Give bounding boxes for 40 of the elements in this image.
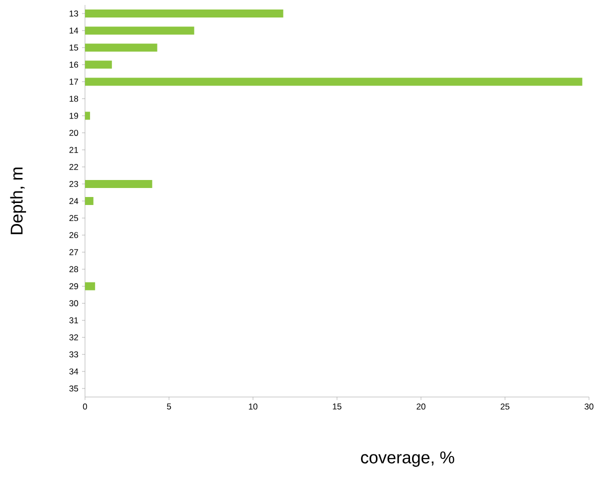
y-tick-label: 35 [69, 385, 78, 392]
y-tick-label: 14 [70, 28, 78, 34]
y-tick-label: 34 [69, 368, 78, 374]
y-tick-label: 22 [69, 164, 78, 170]
y-tick-label: 23 [69, 180, 78, 187]
bar [85, 10, 284, 18]
y-tick-label: 21 [69, 146, 78, 153]
y-tick-label: 28 [69, 266, 78, 272]
y-tick-label: 16 [70, 62, 78, 68]
y-tick-label: 19 [70, 112, 78, 119]
y-tick-label: 17 [70, 78, 78, 85]
y-tick-label: 32 [69, 334, 78, 340]
x-tick-label: 25 [500, 404, 510, 410]
bar [85, 282, 96, 290]
x-axis-title: coverage, % [361, 452, 454, 467]
y-tick-label: 20 [69, 130, 78, 136]
x-tick-label: 30 [584, 404, 594, 410]
y-tick-label: 31 [69, 317, 78, 324]
bar [85, 197, 94, 206]
y-axis-title: Depth, m [10, 168, 26, 234]
y-tick-label: 33 [69, 351, 78, 358]
x-tick-label: 0 [82, 404, 88, 410]
y-tick-label: 15 [70, 44, 78, 51]
x-tick-label: 20 [416, 404, 426, 410]
bar [85, 44, 158, 52]
x-tick-label: 15 [332, 404, 342, 410]
y-tick-label: 13 [70, 10, 78, 17]
bar [85, 78, 582, 86]
y-tick-label: 27 [69, 249, 78, 256]
y-tick-label: 26 [69, 232, 78, 238]
y-tick-label: 30 [69, 300, 78, 306]
y-tick-label: 24 [69, 198, 78, 204]
bar [85, 180, 152, 188]
y-tick-label: 29 [69, 283, 78, 290]
x-tick-label: 5 [166, 404, 172, 410]
x-tick-label: 10 [248, 404, 258, 410]
bar [85, 26, 194, 35]
y-tick-label: 25 [69, 215, 78, 222]
bar [85, 60, 112, 69]
y-tick-label: 18 [70, 96, 78, 102]
